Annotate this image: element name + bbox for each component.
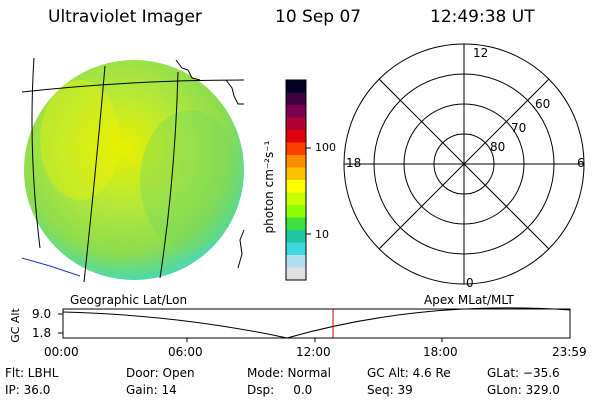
- colorbar-segment: [286, 142, 306, 156]
- colorbar-segment: [286, 242, 306, 256]
- colorbar-segment: [286, 130, 306, 143]
- colorbar-segment: [286, 155, 306, 168]
- colorbar-segment: [286, 192, 306, 206]
- coastline: [21, 257, 81, 277]
- colorbar-segment: [286, 117, 306, 131]
- glat-info: GLat: −35.6: [487, 366, 560, 380]
- seq-info: Seq: 39: [367, 383, 413, 397]
- altitude-ylabel: GC Alt: [8, 308, 22, 343]
- coastline: [175, 59, 201, 81]
- mode-info: Mode: Normal: [247, 366, 331, 380]
- longitude-line: [83, 65, 106, 283]
- lat-label-70: 70: [511, 121, 527, 135]
- longitude-line: [31, 57, 41, 249]
- colorbar-segment: [286, 180, 306, 193]
- colorbar-segment: [286, 80, 306, 93]
- gc-alt-info: GC Alt: 4.6 Re: [367, 366, 451, 380]
- mlt-line-diag: [378, 78, 550, 250]
- ip-info: IP: 36.0: [5, 383, 51, 397]
- mlt-label-6: 6: [577, 156, 585, 170]
- colorbar-segment: [286, 217, 306, 231]
- mlt-label-12: 12: [473, 46, 489, 60]
- colorbar-segment: [286, 92, 306, 106]
- time-tick: 23:59: [552, 345, 587, 359]
- filter-info: Flt: LBHL: [5, 366, 59, 380]
- auroral-image: [21, 57, 245, 283]
- door-info: Door: Open: [126, 366, 195, 380]
- colorbar-unit-label: photon cm⁻²s⁻¹: [262, 140, 276, 234]
- geographic-label: Geographic Lat/Lon: [70, 293, 188, 307]
- time-tick: 12:00: [296, 345, 331, 359]
- time-tick: 06:00: [168, 345, 203, 359]
- altitude-chart-frame: [62, 308, 571, 339]
- colorbar-tick-10: 10: [315, 228, 329, 241]
- colorbar-frame: [285, 79, 307, 281]
- colorbar-segment: [286, 255, 306, 268]
- coastline: [225, 79, 244, 105]
- colorbar-segment: [286, 205, 306, 218]
- colorbar-tick-100: 100: [315, 141, 336, 154]
- gain-info: Gain: 14: [126, 383, 177, 397]
- colorbar-segment: [286, 230, 306, 243]
- time-tick: 00:00: [44, 345, 79, 359]
- coastline: [237, 229, 245, 269]
- apex-label: Apex MLat/MLT: [424, 293, 514, 307]
- altitude-ytick-low: 1.8: [32, 326, 52, 340]
- dsp-info: Dsp: 0.0: [247, 383, 313, 397]
- color-bar: [285, 79, 307, 281]
- colorbar-segment: [286, 267, 306, 281]
- polar-grid: [343, 43, 585, 285]
- time-label: 12:49:38 UT: [430, 7, 535, 27]
- altitude-curve: [62, 307, 571, 339]
- lat-label-80: 80: [490, 140, 506, 154]
- colorbar-segment: [286, 167, 306, 181]
- time-tick: 18:00: [423, 345, 458, 359]
- mlt-label-18: 18: [346, 156, 362, 170]
- earth-disk: [24, 60, 244, 280]
- lat-label-60: 60: [535, 97, 551, 111]
- mlt-label-0: 0: [466, 276, 474, 290]
- instrument-title: Ultraviolet Imager: [48, 7, 202, 27]
- glon-info: GLon: 329.0: [487, 383, 560, 397]
- date-label: 10 Sep 07: [275, 7, 362, 27]
- altitude-ytick-high: 9.0: [32, 307, 52, 321]
- latitude-line: [21, 79, 245, 93]
- colorbar-segment: [286, 105, 306, 118]
- altitude-chart: [58, 307, 571, 342]
- longitude-line: [159, 71, 179, 279]
